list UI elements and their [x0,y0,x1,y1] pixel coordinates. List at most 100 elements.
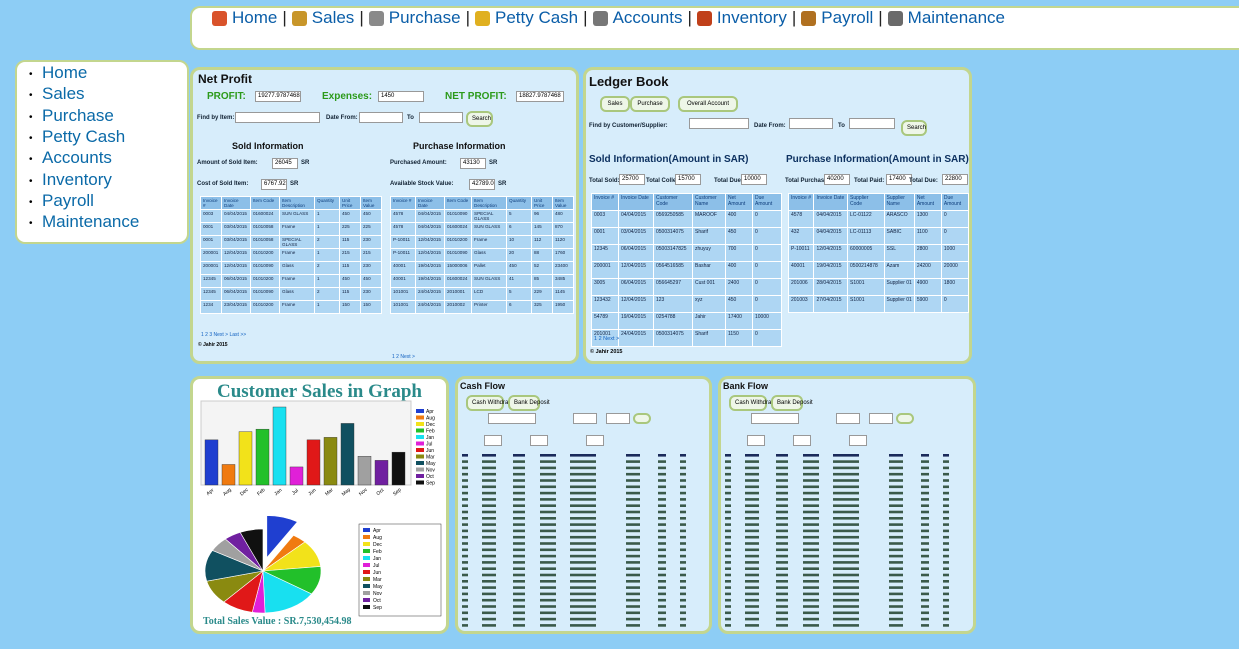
input-box[interactable] [789,118,833,129]
sidebar-link[interactable]: Payroll [42,190,94,210]
nav-link[interactable]: Maintenance [907,8,1006,27]
table-cell: 60000005 [847,244,885,262]
sidebar-link[interactable]: Purchase [42,105,114,125]
row-text [803,617,819,621]
table-cell: 20 [506,248,532,262]
button[interactable]: Cash Withdrawal [729,395,780,411]
sidebar-link[interactable]: Inventory [42,169,112,189]
row-text [803,485,819,489]
nav-link[interactable]: Purchase [388,8,461,27]
row-text [921,504,929,507]
input-box[interactable] [849,435,867,446]
row-text [921,617,929,621]
table-cell: 123 [653,295,693,313]
row-text [680,561,686,564]
input-box[interactable]: 18827.9787468 [516,91,564,102]
nav-link[interactable]: Accounts [612,8,683,27]
row-text [513,466,525,470]
input-box[interactable] [606,413,630,424]
nav-separator: | [359,8,364,27]
row-text [889,586,903,589]
table-cell: 200001 [591,261,619,279]
input-box[interactable] [751,413,799,424]
sidebar-link[interactable]: Sales [42,84,85,104]
table-cell: 01010090 [444,248,472,262]
row-text [889,611,903,615]
row-text [462,491,468,495]
sidebar-link[interactable]: Maintenance [42,212,140,232]
input-box[interactable] [573,413,597,424]
total-sales: Total Sales Value : SR.7,530,454.98 [203,616,352,627]
row-text [513,586,525,589]
table-row: 4578 04/04/2015 01600024 SUN GLASS 6 145 870 [390,222,574,236]
table-cell: P-10011 [787,244,815,262]
table-cell: 12/04/2015 [415,248,445,262]
button[interactable]: Purchase [630,96,670,112]
button[interactable]: Overall Account [678,96,738,112]
row-text [482,554,496,558]
unit: SR [489,160,498,166]
table-cell: 03/04/2015 [221,222,251,236]
input-box[interactable]: 19277.9787468 [255,91,301,102]
input-box[interactable] [586,435,604,446]
table-cell: 06/04/2015 [221,287,251,301]
row-text [626,605,640,608]
input-box[interactable] [747,435,765,446]
sidebar-link[interactable]: Petty Cash [42,126,126,146]
table-cell: 450 [506,261,532,275]
button[interactable] [896,413,914,424]
button[interactable]: Search [901,120,927,136]
button[interactable]: Search [466,111,493,127]
nav-link[interactable]: Sales [311,8,355,27]
button[interactable] [633,413,651,424]
table-cell: 12/04/2015 [618,261,654,279]
input-box[interactable] [869,413,893,424]
table-cell: Printer [471,300,507,314]
row-text [462,485,468,489]
input-box[interactable] [849,118,895,129]
row-text [462,605,468,608]
input-box[interactable] [359,112,403,123]
row-text [513,510,525,514]
input-box[interactable] [484,435,502,446]
nav-link[interactable]: Home [232,8,278,27]
sidebar-link[interactable]: Accounts [42,148,112,168]
button[interactable]: Sales [600,96,630,112]
row-text [570,485,596,489]
row-text [776,580,788,583]
sidebar-link[interactable]: Home [42,63,88,82]
input-box[interactable] [836,413,860,424]
column-header: Net Amount [913,193,942,211]
input-box[interactable] [419,112,463,123]
input-box[interactable] [793,435,811,446]
input-box[interactable] [530,435,548,446]
legend-swatch [363,528,370,532]
table-cell: 200001 [200,248,222,262]
column-header: Invoice Date [415,196,445,210]
button[interactable]: Bank Deposit [771,395,813,411]
nav-link[interactable]: Inventory [716,8,787,27]
table-cell: 04/04/2015 [813,227,849,245]
input-box[interactable] [488,413,536,424]
input-box[interactable] [235,112,320,123]
input-box[interactable]: 1450 [378,91,424,102]
table-cell: 20000 [940,261,969,279]
button[interactable]: Bank Deposit [508,395,550,411]
nav-link[interactable]: Petty Cash [494,8,579,27]
table-cell: 04/04/2015 [618,210,654,228]
bullet: • [29,90,33,102]
column-header: Item Description [471,196,507,210]
table-cell: 88 [531,248,553,262]
input-box[interactable] [689,118,749,129]
row-text [482,542,496,545]
nav-link[interactable]: Payroll [821,8,874,27]
row-text [725,611,731,615]
table-row: 101001 24/04/2015 2010002 Printer 6 325 1950 [390,300,574,314]
x-tick-label: Aug [222,487,233,497]
row-text [725,598,731,602]
button[interactable]: Cash Withdrawal [466,395,517,411]
table-cell: 201003 [787,295,815,313]
table-cell: 28/04/2015 [813,278,849,296]
bar [323,437,338,486]
row-text [833,567,859,570]
